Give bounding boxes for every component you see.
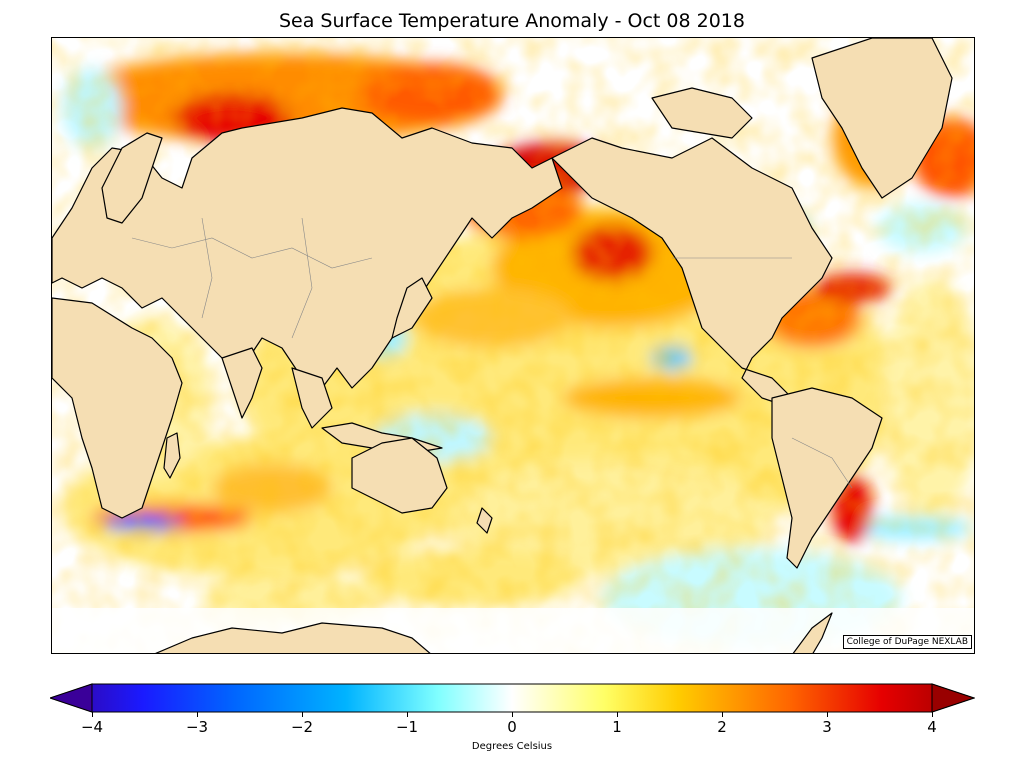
colorbar-label: Degrees Celsius	[471, 741, 553, 752]
greenland-landmass	[811, 38, 953, 199]
country-borders	[131, 217, 853, 489]
eurasia-landmass	[52, 107, 563, 389]
colorbar-tick-mark	[617, 712, 618, 717]
colorbar-tick-mark	[932, 712, 933, 717]
colorbar-tick-mark	[512, 712, 513, 717]
colorbar-tick-label: 0	[507, 718, 517, 736]
land	[52, 38, 953, 653]
madagascar-landmass	[163, 432, 181, 479]
scandinavia-landmass	[101, 132, 163, 224]
colorbar-tick-mark	[722, 712, 723, 717]
colorbar-ticks: −4 −3 −2 −1 0 1 2 3 4	[0, 712, 1024, 738]
colorbar-tick-label: −4	[80, 718, 104, 736]
south-america-landmass	[771, 387, 883, 569]
antarctica-landmass	[155, 622, 431, 653]
colorbar-tick-mark	[92, 712, 93, 717]
new-zealand-landmass	[476, 507, 493, 534]
north-america-landmass	[551, 137, 833, 419]
indochina-landmass	[291, 367, 333, 429]
japan-landmass	[391, 277, 433, 339]
colorbar-tick-mark	[302, 712, 303, 717]
colorbar-tick-label: −2	[290, 718, 314, 736]
colorbar-tick-label: 4	[927, 718, 937, 736]
colorbar-tick-mark	[407, 712, 408, 717]
australia-landmass	[351, 437, 448, 514]
colorbar-tick-label: 1	[612, 718, 622, 736]
antarctica-peninsula	[792, 612, 833, 653]
africa-landmass	[52, 297, 183, 519]
sst-anomaly-map: College of DuPage NEXLAB	[51, 37, 975, 654]
map-canvas: College of DuPage NEXLAB	[52, 38, 974, 653]
credit-label: College of DuPage NEXLAB	[842, 635, 972, 649]
colorbar-tick-label: 2	[717, 718, 727, 736]
colorbar-tick-label: −3	[185, 718, 209, 736]
colorbar-tick-mark	[197, 712, 198, 717]
arctic-islands	[651, 87, 753, 139]
map-title: Sea Surface Temperature Anomaly - Oct 08…	[279, 10, 745, 32]
colorbar-tick-label: 3	[822, 718, 832, 736]
india-landmass	[221, 347, 263, 419]
colorbar-tick-mark	[827, 712, 828, 717]
colorbar-tick-label: −1	[395, 718, 419, 736]
colorbar	[50, 683, 975, 713]
